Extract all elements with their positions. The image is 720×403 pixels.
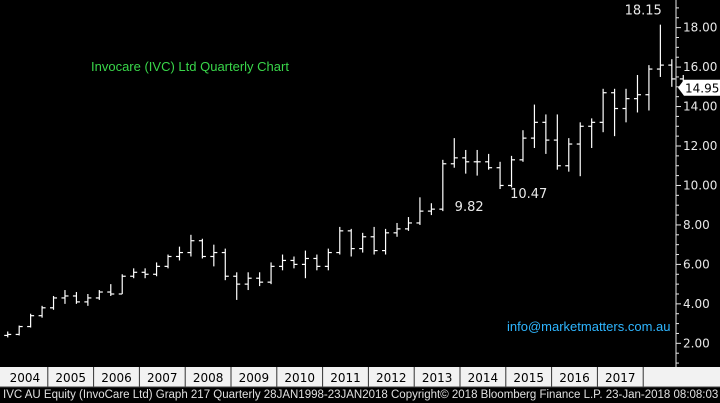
y-tick-label: 18.00 (683, 21, 717, 35)
y-tick-label: 10.00 (683, 178, 717, 192)
ohlc-bar (645, 65, 653, 111)
ohlc-bar (519, 130, 527, 162)
ohlc-bar (221, 248, 229, 281)
ohlc-bar (542, 114, 550, 154)
y-tick-label: 4.00 (683, 297, 710, 311)
watermark-email: info@marketmatters.com.au (507, 319, 670, 334)
ohlc-bar (198, 238, 206, 259)
ohlc-bar (404, 217, 412, 231)
ohlc-bar (233, 272, 241, 300)
ohlc-bar (15, 325, 23, 336)
x-tick-label: 2010 (284, 371, 315, 385)
ohlc-bar (267, 262, 275, 285)
ohlc-bar (359, 232, 367, 253)
ohlc-bar (72, 292, 80, 304)
chart-title: Invocare (IVC) Ltd Quarterly Chart (91, 59, 289, 74)
ohlc-bar (187, 234, 195, 257)
y-tick-label: 12.00 (683, 139, 717, 153)
ohlc-bar (668, 59, 676, 87)
y-tick-label: 2.00 (683, 336, 710, 350)
ohlc-bar (84, 293, 92, 306)
ohlc-bar (656, 24, 664, 77)
ohlc-bar (439, 159, 447, 212)
plot-area (4, 24, 687, 338)
ohlc-bar (336, 226, 344, 255)
ohlc-bar (588, 118, 596, 148)
x-tick-label: 2013 (422, 371, 453, 385)
ohlc-bar (565, 138, 573, 172)
ohlc-bar (130, 268, 138, 279)
y-tick-label: 16.00 (683, 60, 717, 74)
ohlc-bar (416, 197, 424, 225)
ohlc-bar (347, 228, 355, 257)
ohlc-bar (38, 305, 46, 318)
y-tick-label: 6.00 (683, 257, 710, 271)
ohlc-bar (473, 149, 481, 176)
ohlc-bar (450, 138, 458, 168)
last-value-label: 14.95 (685, 81, 719, 95)
x-tick-label: 2006 (101, 371, 132, 385)
ohlc-bar (382, 228, 390, 255)
annotation-label: 18.15 (625, 4, 662, 19)
x-axis-band (0, 367, 720, 387)
ohlc-bar (599, 88, 607, 133)
ohlc-bar (462, 149, 470, 174)
ohlc-bar (485, 153, 493, 170)
ohlc-bar (95, 290, 103, 300)
ohlc-bar (622, 88, 630, 123)
ohlc-bar (530, 104, 538, 148)
ohlc-bar (210, 244, 218, 267)
annotation-label: 10.47 (510, 187, 547, 202)
ohlc-bar (50, 295, 58, 310)
x-tick-label: 2004 (10, 371, 41, 385)
x-tick-label: 2011 (330, 371, 361, 385)
y-tick-label: 14.00 (683, 100, 717, 114)
ohlc-bar (279, 254, 287, 271)
ohlc-bar (553, 114, 561, 170)
ohlc-bar (141, 268, 149, 279)
ohlc-bar (118, 274, 126, 295)
x-tick-label: 2009 (239, 371, 270, 385)
ohlc-bar (256, 272, 264, 287)
ohlc-bar (175, 246, 183, 261)
ohlc-bar (324, 248, 332, 271)
ohlc-bar (370, 226, 378, 255)
last-value-marker (678, 79, 720, 96)
ohlc-bar (508, 155, 516, 188)
ohlc-bar (633, 74, 641, 113)
x-tick-label: 2008 (193, 371, 224, 385)
ohlc-bar (496, 161, 504, 190)
ohlc-bar (393, 222, 401, 237)
y-axis: 2.00 4.00 6.00 8.00 10.00 12.00 14.00 16.00 18.0… (675, 0, 720, 367)
x-tick-label: 2016 (559, 371, 590, 385)
footer-text: IVC AU Equity (InvoCare Ltd) Graph 217 Q… (3, 389, 718, 401)
ohlc-bar (611, 88, 619, 137)
chart-annotations: 18.15 9.82 10.47 (455, 4, 662, 215)
x-tick-label: 2014 (468, 371, 499, 385)
ohlc-bar (244, 272, 252, 291)
x-tick-label: 2005 (55, 371, 86, 385)
ohlc-bar (61, 290, 69, 304)
y-tick-label: 8.00 (683, 218, 710, 232)
x-tick-label: 2007 (147, 371, 178, 385)
annotation-label: 9.82 (455, 200, 484, 215)
ohlc-bar (164, 254, 172, 269)
x-axis: 2004 2005 2006 2007 2008 2009 2010 2011 2012 2013… (0, 367, 720, 388)
x-tick-label: 2017 (605, 371, 636, 385)
ohlc-bar (313, 254, 321, 271)
ohlc-bar (301, 250, 309, 279)
ohlc-bar (27, 313, 35, 328)
x-tick-label: 2012 (376, 371, 407, 385)
ohlc-bar (427, 203, 435, 216)
x-tick-label: 2015 (513, 371, 544, 385)
ohlc-bar (153, 262, 161, 277)
ohlc-bar (576, 122, 584, 177)
ohlc-bar (107, 284, 115, 296)
ohlc-bar (290, 256, 298, 269)
ohlc-bar (4, 331, 12, 338)
